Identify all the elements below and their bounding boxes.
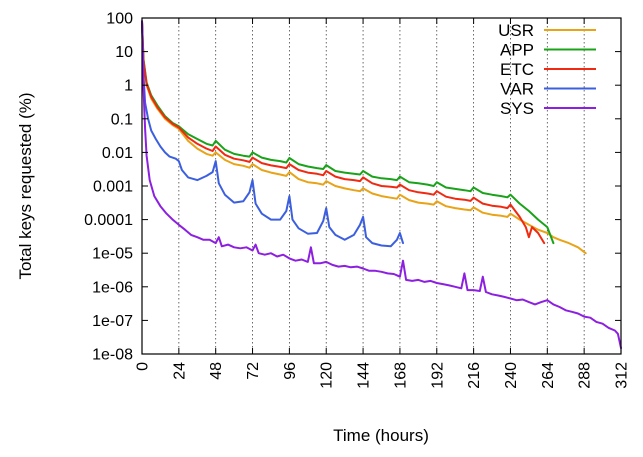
series-line-etc bbox=[141, 20, 546, 245]
legend-label-usr: USR bbox=[498, 21, 534, 40]
series-line-var bbox=[141, 20, 404, 248]
y-tick-label: 0.0001 bbox=[84, 212, 133, 229]
legend-label-sys: SYS bbox=[500, 99, 534, 118]
y-tick-label: 1e-06 bbox=[92, 279, 133, 296]
x-tick-label: 96 bbox=[282, 362, 299, 380]
x-tick-label: 312 bbox=[614, 362, 631, 389]
x-tick-label: 24 bbox=[171, 362, 188, 380]
series-line-usr bbox=[141, 20, 587, 255]
x-tick-label: 264 bbox=[540, 362, 557, 389]
series-line-sys bbox=[141, 20, 622, 350]
x-tick-label: 144 bbox=[356, 362, 373, 389]
y-tick-label: 1e-08 bbox=[92, 347, 133, 364]
y-tick-label: 100 bbox=[106, 11, 133, 28]
x-tick-label: 216 bbox=[466, 362, 483, 389]
x-tick-label: 192 bbox=[429, 362, 446, 389]
legend-label-var: VAR bbox=[500, 80, 534, 99]
x-tick-label: 0 bbox=[135, 362, 152, 371]
series-lines bbox=[141, 20, 622, 350]
y-tick-label: 1e-07 bbox=[92, 313, 133, 330]
y-axis-title: Total keys requested (%) bbox=[16, 92, 35, 279]
x-axis-title: Time (hours) bbox=[333, 426, 429, 445]
legend-label-app: APP bbox=[500, 41, 534, 60]
legend-label-etc: ETC bbox=[500, 60, 534, 79]
axis-ticks: 0 24 48 72 96 120 144 168 192 216 240 264 288 312 100 1… bbox=[84, 11, 630, 389]
y-tick-label: 1e-05 bbox=[92, 246, 133, 263]
x-tick-label: 72 bbox=[245, 362, 262, 380]
x-tick-label: 168 bbox=[392, 362, 409, 389]
series-line-app bbox=[141, 20, 555, 245]
x-tick-label: 48 bbox=[208, 362, 225, 380]
y-tick-label: 0.01 bbox=[102, 145, 133, 162]
y-tick-label: 0.001 bbox=[93, 179, 133, 196]
x-tick-label: 240 bbox=[503, 362, 520, 389]
y-tick-label: 0.1 bbox=[111, 111, 133, 128]
y-tick-label: 1 bbox=[124, 78, 133, 95]
x-tick-label: 120 bbox=[319, 362, 336, 389]
y-tick-label: 10 bbox=[115, 44, 133, 61]
x-tick-label: 288 bbox=[577, 362, 594, 389]
